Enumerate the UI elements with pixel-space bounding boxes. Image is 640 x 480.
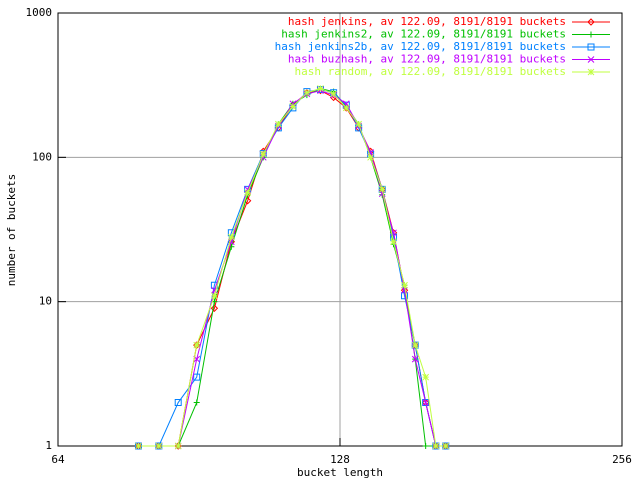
marker	[422, 443, 429, 449]
marker	[390, 238, 397, 246]
marker	[422, 399, 430, 406]
legend-label: hash jenkins2, av 122.09, 8191/8191 buck…	[281, 28, 566, 41]
marker	[432, 442, 440, 450]
marker	[378, 186, 386, 193]
legend-marker	[587, 43, 595, 51]
y-tick-label: 1000	[26, 6, 53, 19]
marker	[227, 229, 235, 237]
marker	[303, 89, 311, 97]
marker	[193, 399, 200, 406]
x-tick-label: 256	[612, 453, 632, 466]
marker	[330, 90, 337, 98]
legend-marker	[588, 31, 594, 38]
marker	[367, 153, 374, 161]
marker	[193, 341, 201, 349]
marker	[378, 185, 386, 193]
marker	[155, 442, 163, 450]
marker	[211, 292, 218, 300]
marker	[155, 442, 163, 450]
marker	[342, 104, 350, 112]
y-tick-label: 10	[39, 295, 52, 308]
marker	[401, 286, 408, 294]
plot-border	[57, 12, 623, 447]
x-tick-label: 64	[51, 453, 65, 466]
marker	[244, 189, 251, 196]
series-line	[138, 87, 446, 447]
marker	[193, 373, 201, 381]
marker	[317, 85, 324, 92]
marker	[411, 341, 419, 349]
marker	[274, 120, 282, 128]
x-axis-label: bucket length	[297, 466, 383, 479]
legend-marker	[587, 68, 595, 76]
marker	[259, 150, 267, 158]
marker	[422, 373, 430, 381]
marker	[303, 88, 311, 96]
legend-label: hash random, av 122.09, 8191/8191 bucket…	[294, 65, 566, 78]
marker	[210, 304, 219, 312]
legend-marker	[587, 18, 595, 26]
legend-label: hash buzhash, av 122.09, 8191/8191 bucke…	[288, 53, 566, 66]
marker	[442, 442, 450, 450]
y-tick-label: 1	[45, 439, 52, 452]
y-tick-label: 100	[32, 150, 52, 163]
legend-label: hash jenkins, av 122.09, 8191/8191 bucke…	[288, 15, 566, 28]
legend-label: hash jenkins2b, av 122.09, 8191/8191 buc…	[275, 40, 566, 53]
marker	[135, 442, 142, 450]
marker	[411, 355, 419, 363]
legend-marker	[587, 56, 595, 63]
marker	[289, 103, 297, 110]
marker	[432, 442, 440, 450]
marker	[210, 281, 218, 289]
marker	[355, 120, 362, 128]
y-axis-label: number of buckets	[5, 174, 18, 287]
marker	[401, 281, 408, 289]
marker	[174, 399, 182, 407]
x-tick-label: 128	[330, 453, 350, 466]
marker	[316, 86, 324, 94]
marker	[227, 233, 235, 241]
marker	[174, 442, 182, 450]
